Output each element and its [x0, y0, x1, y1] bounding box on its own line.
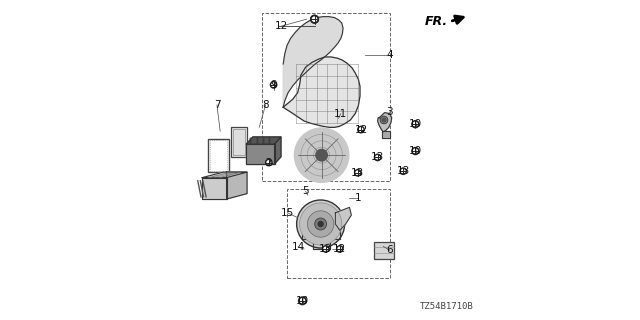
Bar — [287, 189, 390, 278]
Text: 13: 13 — [351, 168, 364, 178]
Text: 11: 11 — [334, 108, 348, 119]
Polygon shape — [378, 113, 392, 132]
Circle shape — [300, 299, 305, 303]
Polygon shape — [283, 17, 343, 107]
Bar — [233, 129, 245, 155]
Bar — [374, 242, 394, 259]
Circle shape — [356, 171, 360, 175]
Bar — [210, 140, 227, 171]
Polygon shape — [246, 137, 281, 144]
Bar — [208, 139, 229, 172]
Text: 13: 13 — [371, 152, 384, 163]
Text: 15: 15 — [281, 208, 294, 218]
Text: 3: 3 — [387, 107, 393, 117]
Circle shape — [315, 218, 326, 230]
Polygon shape — [202, 172, 247, 178]
Polygon shape — [202, 178, 227, 199]
Text: 10: 10 — [409, 119, 422, 129]
Text: 13: 13 — [319, 244, 332, 254]
Circle shape — [374, 154, 381, 161]
Circle shape — [412, 148, 419, 155]
Circle shape — [382, 118, 386, 122]
Polygon shape — [302, 230, 340, 249]
Circle shape — [318, 221, 323, 227]
Text: 7: 7 — [214, 100, 220, 110]
Text: 14: 14 — [292, 242, 305, 252]
Text: 6: 6 — [387, 245, 393, 255]
Text: 8: 8 — [262, 100, 269, 110]
Circle shape — [297, 200, 344, 248]
Circle shape — [298, 297, 306, 305]
Circle shape — [267, 161, 271, 164]
Text: FR.: FR. — [425, 15, 448, 28]
Text: 9: 9 — [270, 80, 277, 90]
Circle shape — [313, 18, 316, 21]
Circle shape — [338, 247, 342, 251]
Circle shape — [300, 203, 342, 245]
Circle shape — [376, 156, 380, 159]
Text: 1: 1 — [355, 193, 361, 203]
Text: TZ54B1710B: TZ54B1710B — [420, 302, 474, 311]
Circle shape — [412, 121, 419, 128]
Text: 5: 5 — [302, 186, 309, 196]
Circle shape — [266, 159, 272, 166]
Circle shape — [337, 246, 343, 252]
Text: 12: 12 — [333, 244, 346, 254]
Circle shape — [401, 170, 405, 173]
Text: 10: 10 — [296, 296, 309, 306]
Text: 4: 4 — [387, 50, 393, 60]
Circle shape — [358, 126, 364, 133]
Text: 12: 12 — [355, 124, 368, 135]
Circle shape — [323, 246, 329, 252]
Circle shape — [294, 128, 349, 182]
Bar — [262, 13, 390, 181]
Circle shape — [413, 149, 417, 153]
Circle shape — [359, 128, 363, 132]
Polygon shape — [275, 137, 281, 164]
Circle shape — [312, 17, 317, 21]
Text: 12: 12 — [275, 21, 287, 31]
Circle shape — [324, 247, 328, 251]
Circle shape — [307, 211, 334, 237]
Polygon shape — [283, 57, 360, 127]
Polygon shape — [335, 207, 351, 230]
Polygon shape — [246, 144, 275, 164]
Circle shape — [380, 116, 388, 124]
Circle shape — [271, 82, 277, 88]
Circle shape — [311, 15, 319, 23]
Circle shape — [413, 122, 417, 126]
Circle shape — [400, 168, 406, 174]
Polygon shape — [227, 172, 247, 199]
Text: 13: 13 — [397, 166, 410, 176]
Polygon shape — [383, 131, 390, 138]
Text: 2: 2 — [266, 157, 272, 168]
Bar — [232, 127, 247, 157]
Text: 10: 10 — [409, 146, 422, 156]
Circle shape — [316, 149, 328, 161]
Circle shape — [272, 83, 275, 87]
Circle shape — [355, 170, 361, 176]
